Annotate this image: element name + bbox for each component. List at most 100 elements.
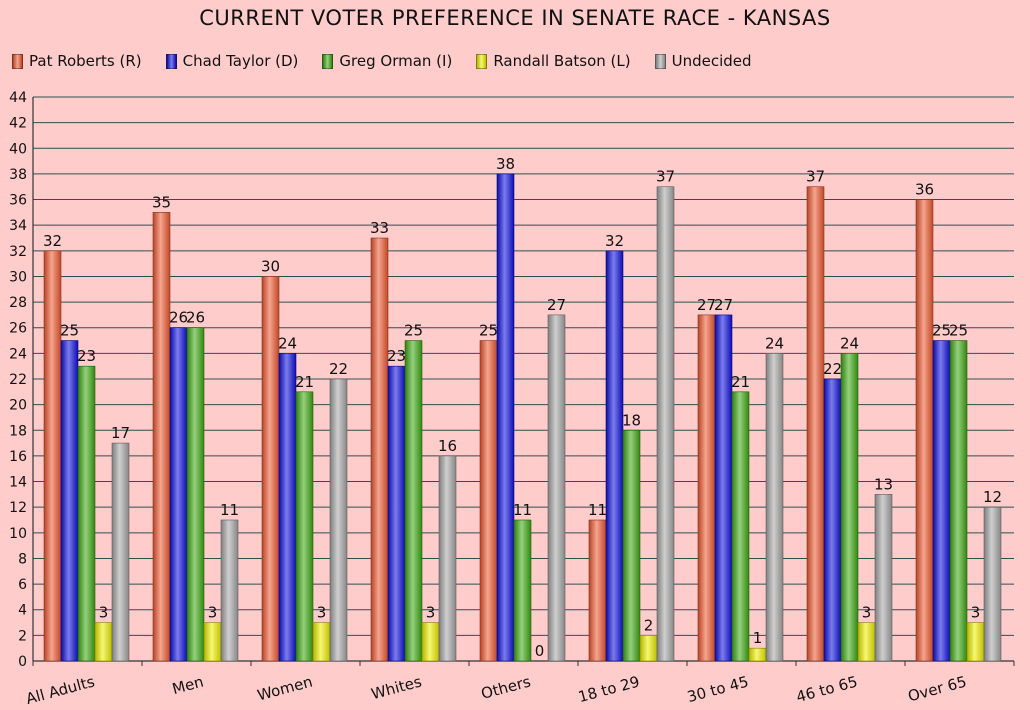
legend-label: Undecided — [671, 52, 752, 70]
bar-women-greg-orman-i — [295, 391, 314, 662]
bar-over-65-undecided — [983, 506, 1002, 662]
y-tick-label: 6 — [18, 577, 27, 593]
bar-others-pat-roberts-r — [479, 340, 498, 662]
bar-18-to-29-randall-batson-l — [639, 635, 658, 662]
bar-men-chad-taylor-d — [169, 327, 188, 662]
x-tick-label-whites: Whites — [369, 672, 424, 703]
legend-label: Chad Taylor (D) — [182, 52, 299, 70]
bar-men-undecided — [220, 519, 239, 662]
data-label: 24 — [840, 334, 859, 352]
bar-over-65-chad-taylor-d — [932, 340, 951, 662]
y-tick-label: 22 — [9, 372, 27, 388]
data-label: 21 — [295, 373, 314, 391]
data-label: 22 — [823, 360, 842, 378]
legend-swatch — [654, 53, 666, 69]
bar-others-chad-taylor-d — [496, 173, 515, 662]
y-tick-label: 32 — [9, 244, 27, 260]
bar-whites-randall-batson-l — [421, 622, 440, 662]
bar-over-65-randall-batson-l — [966, 622, 985, 662]
y-tick-label: 24 — [9, 346, 27, 362]
bars — [43, 173, 1002, 662]
bar-whites-greg-orman-i — [404, 340, 423, 662]
x-tick-label-others: Others — [479, 672, 533, 702]
y-tick-label: 12 — [9, 500, 27, 516]
y-tick-label: 2 — [18, 628, 27, 644]
data-label: 27 — [547, 296, 566, 314]
data-label: 22 — [329, 360, 348, 378]
y-tick-label: 38 — [9, 167, 27, 183]
data-label: 27 — [714, 296, 733, 314]
bar-women-pat-roberts-r — [261, 276, 280, 662]
bar-others-greg-orman-i — [513, 519, 532, 662]
bar-whites-undecided — [438, 455, 457, 662]
data-label: 3 — [208, 604, 218, 622]
data-label: 3 — [317, 604, 327, 622]
bar-all-adults-randall-batson-l — [94, 622, 113, 662]
data-label: 12 — [983, 488, 1002, 506]
data-label: 25 — [949, 322, 968, 340]
x-tick-label-women: Women — [255, 672, 314, 704]
y-tick-label: 18 — [9, 423, 27, 439]
legend: Pat Roberts (R) Chad Taylor (D) Greg Orman… — [12, 50, 776, 72]
bar-18-to-29-greg-orman-i — [622, 429, 641, 662]
bar-18-to-29-chad-taylor-d — [605, 250, 624, 662]
data-label: 23 — [387, 347, 406, 365]
data-label: 36 — [915, 181, 934, 199]
legend-item-greg-orman-i: Greg Orman (I) — [322, 52, 452, 70]
legend-label: Pat Roberts (R) — [29, 52, 142, 70]
legend-swatch — [322, 53, 334, 69]
data-label: 1 — [753, 629, 763, 647]
bar-all-adults-undecided — [111, 442, 130, 662]
data-label: 25 — [932, 322, 951, 340]
data-label: 11 — [588, 501, 607, 519]
data-label: 23 — [77, 347, 96, 365]
legend-item-pat-roberts-r: Pat Roberts (R) — [12, 52, 142, 70]
y-tick-label: 30 — [9, 269, 27, 285]
y-tick-label: 20 — [9, 398, 27, 414]
bar-18-to-29-pat-roberts-r — [588, 519, 607, 662]
bar-women-randall-batson-l — [312, 622, 331, 662]
y-tick-label: 36 — [9, 193, 27, 209]
y-tick-label: 42 — [9, 116, 27, 132]
bar-30-to-45-randall-batson-l — [748, 647, 767, 662]
bar-46-to-65-chad-taylor-d — [823, 378, 842, 662]
bar-46-to-65-greg-orman-i — [840, 353, 859, 662]
legend-label: Greg Orman (I) — [339, 52, 453, 70]
x-tick-label-46-to-65: 46 to 65 — [794, 672, 859, 706]
data-label: 24 — [765, 334, 784, 352]
y-tick-label: 0 — [18, 654, 27, 670]
x-tick-label-men: Men — [170, 672, 205, 698]
legend-swatch — [476, 53, 488, 69]
legend-label: Randall Batson (L) — [493, 52, 631, 70]
bar-30-to-45-undecided — [765, 353, 784, 662]
data-label: 13 — [874, 475, 893, 493]
bar-whites-pat-roberts-r — [370, 237, 389, 662]
x-tick-label-30-to-45: 30 to 45 — [685, 672, 750, 706]
data-label: 3 — [862, 604, 872, 622]
data-label: 25 — [60, 322, 79, 340]
bar-men-greg-orman-i — [186, 327, 205, 662]
bar-all-adults-greg-orman-i — [77, 365, 96, 662]
data-label: 0 — [535, 642, 545, 660]
data-label: 30 — [261, 257, 280, 275]
data-label: 16 — [438, 437, 457, 455]
bar-men-pat-roberts-r — [152, 212, 171, 662]
y-tick-label: 10 — [9, 526, 27, 542]
x-tick-label-18-to-29: 18 to 29 — [576, 672, 641, 706]
data-label: 21 — [731, 373, 750, 391]
y-tick-label: 40 — [9, 141, 27, 157]
bar-over-65-greg-orman-i — [949, 340, 968, 662]
data-label: 33 — [370, 219, 389, 237]
data-label: 11 — [513, 501, 532, 519]
data-label: 37 — [806, 168, 825, 186]
bar-30-to-45-chad-taylor-d — [714, 314, 733, 662]
data-label: 3 — [426, 604, 436, 622]
legend-item-randall-batson-l: Randall Batson (L) — [476, 52, 631, 70]
bar-18-to-29-undecided — [656, 186, 675, 662]
bar-others-undecided — [547, 314, 566, 662]
data-label: 17 — [111, 424, 130, 442]
y-tick-label: 28 — [9, 295, 27, 311]
bar-whites-chad-taylor-d — [387, 365, 406, 662]
data-label: 35 — [152, 193, 171, 211]
